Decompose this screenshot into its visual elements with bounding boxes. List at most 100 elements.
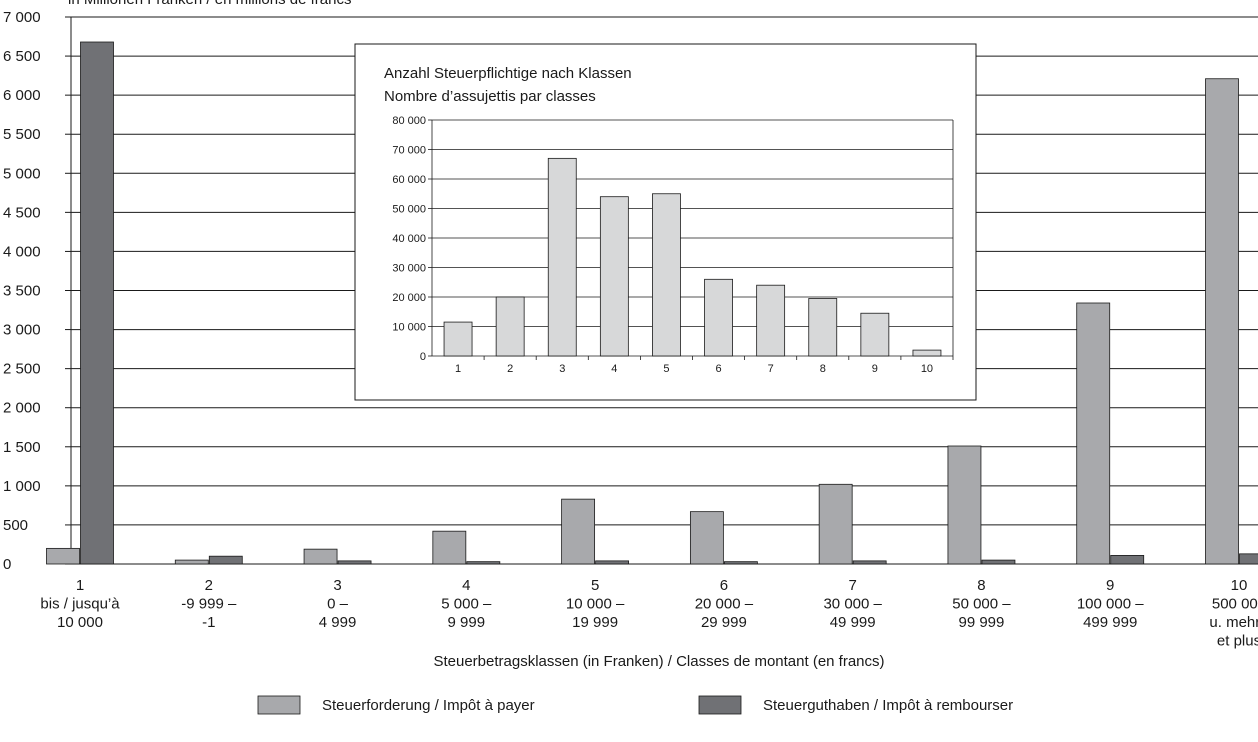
- inset-category-label: 3: [559, 363, 565, 375]
- main-category-label: et plus: [1217, 633, 1258, 650]
- inset-y-tick-label: 80 000: [392, 115, 426, 127]
- main-category-label: 8: [977, 577, 985, 594]
- inset-category-label: 10: [921, 363, 933, 375]
- inset-category-label: 8: [820, 363, 826, 375]
- bar-refund: [337, 560, 372, 565]
- main-category-label: 10: [1231, 577, 1248, 594]
- inset-y-tick-label: 20 000: [392, 292, 426, 304]
- main-y-tick-label: 3 000: [3, 322, 41, 339]
- bar-payable: [818, 483, 853, 565]
- inset-category-label: 2: [507, 363, 513, 375]
- main-y-tick-label: 4 500: [3, 204, 41, 221]
- main-y-axis-ticks: 0 500 1 000 1 500 2 000 2 500 3 000 3 500 4 000 4…: [3, 9, 41, 573]
- main-x-axis-categories: 1 bis / jusqu’à10 000 2 -9 999 –-1 3 0 – 4 9 99…: [40, 577, 1258, 650]
- inset-chart: Anzahl Steuerpflichtige nach Klassen Nom…: [354, 43, 977, 401]
- inset-y-axis-ticks: 0 10 000 20 000 30 000 40 000 50 000 60 000 70 …: [392, 115, 426, 363]
- inset-bar: [652, 193, 681, 357]
- inset-y-tick-label: 70 000: [392, 145, 426, 157]
- main-category-label: 19 999: [572, 614, 618, 631]
- inset-x-axis-categories: 1 2 3 4 5 6 7 8 9 10: [455, 356, 954, 375]
- bar-refund: [723, 561, 758, 565]
- main-bars: [46, 41, 1258, 565]
- bar-payable: [1076, 302, 1111, 565]
- main-category-label: -9 999 –: [181, 596, 237, 613]
- main-y-tick-label: 6 500: [3, 48, 41, 65]
- inset-bar: [547, 157, 577, 357]
- x-axis-label: Steuerbetragsklassen (in Franken) / Clas…: [433, 653, 884, 670]
- legend-swatch-refund: [698, 695, 742, 715]
- inset-bar: [704, 278, 733, 357]
- main-category-label: 5: [591, 577, 599, 594]
- inset-y-tick-label: 60 000: [392, 174, 426, 186]
- main-category-label: 9: [1106, 577, 1114, 594]
- main-y-tick-label: 7 000: [3, 9, 41, 26]
- main-category-label: 29 999: [701, 614, 747, 631]
- main-category-label: 49 999: [830, 614, 876, 631]
- main-category-label: 30 000 –: [823, 596, 882, 613]
- main-category-label: 9 999: [448, 614, 486, 631]
- bar-refund: [208, 555, 243, 565]
- main-y-tick-label: 3 500: [3, 283, 41, 300]
- bar-refund: [1239, 553, 1258, 565]
- main-category-label: 50 000 –: [952, 596, 1011, 613]
- inset-bar: [599, 196, 629, 357]
- main-category-label: 6: [720, 577, 728, 594]
- inset-y-tick-label: 50 000: [392, 204, 426, 216]
- main-category-label: 1: [76, 577, 84, 594]
- inset-bar: [808, 298, 838, 357]
- bar-payable: [947, 445, 982, 565]
- main-category-label: 4: [462, 577, 470, 594]
- main-y-tick-label: 5 500: [3, 126, 41, 143]
- main-category-label: bis / jusqu’à: [40, 596, 120, 613]
- bar-payable: [689, 511, 724, 565]
- bar-refund: [595, 560, 630, 565]
- inset-category-label: 7: [768, 363, 774, 375]
- inset-bar: [912, 349, 942, 357]
- bar-payable: [46, 547, 80, 565]
- legend-label-payable: Steuerforderung / Impôt à payer: [322, 697, 535, 714]
- inset-y-tick-label: 30 000: [392, 263, 426, 275]
- legend-item-refund: Steuerguthaben / Impôt à rembourser: [698, 695, 1013, 715]
- bar-refund: [80, 41, 114, 565]
- main-category-label: 7: [848, 577, 856, 594]
- bar-refund: [981, 559, 1016, 565]
- inset-y-tick-label: 40 000: [392, 233, 426, 245]
- main-category-label: 500 000: [1212, 596, 1258, 613]
- main-y-tick-label: 2 500: [3, 361, 41, 378]
- inset-category-label: 1: [455, 363, 461, 375]
- main-category-label: u. mehr /: [1209, 614, 1258, 631]
- main-y-tick-label: 500: [3, 517, 28, 534]
- main-category-label: -1: [202, 614, 215, 631]
- bar-refund: [466, 561, 501, 565]
- inset-bars: [443, 157, 942, 357]
- bar-refund: [852, 560, 887, 565]
- bar-payable: [174, 559, 209, 565]
- legend: Steuerforderung / Impôt à payer Steuergu…: [257, 695, 1013, 715]
- main-category-label: 2: [205, 577, 213, 594]
- inset-bar: [756, 284, 786, 357]
- main-category-label: 10 000: [57, 614, 103, 631]
- inset-title-line-2: Nombre d’assujettis par classes: [384, 88, 596, 105]
- inset-title-line-1: Anzahl Steuerpflichtige nach Klassen: [384, 65, 632, 82]
- main-y-tick-label: 2 000: [3, 400, 41, 417]
- inset-y-tick-label: 0: [420, 351, 426, 363]
- main-y-tick-label: 1 500: [3, 439, 41, 456]
- main-category-label: 99 999: [958, 614, 1004, 631]
- main-category-label: 5 000 –: [441, 596, 492, 613]
- main-category-label: 3: [333, 577, 341, 594]
- bar-payable: [1205, 78, 1239, 565]
- inset-category-label: 9: [872, 363, 878, 375]
- inset-bar: [443, 321, 473, 357]
- legend-swatch-payable: [257, 695, 301, 715]
- main-y-tick-label: 1 000: [3, 478, 41, 495]
- unit-note: in Millionen Franken / en millions de fr…: [68, 0, 351, 8]
- main-y-tick-label: 4 000: [3, 243, 41, 260]
- main-category-label: 499 999: [1083, 614, 1137, 631]
- bar-payable: [303, 548, 338, 565]
- inset-bar: [495, 296, 525, 357]
- bar-refund: [1110, 555, 1145, 565]
- inset-category-label: 6: [715, 363, 721, 375]
- bar-payable: [432, 530, 467, 565]
- main-category-label: 0 –: [327, 596, 349, 613]
